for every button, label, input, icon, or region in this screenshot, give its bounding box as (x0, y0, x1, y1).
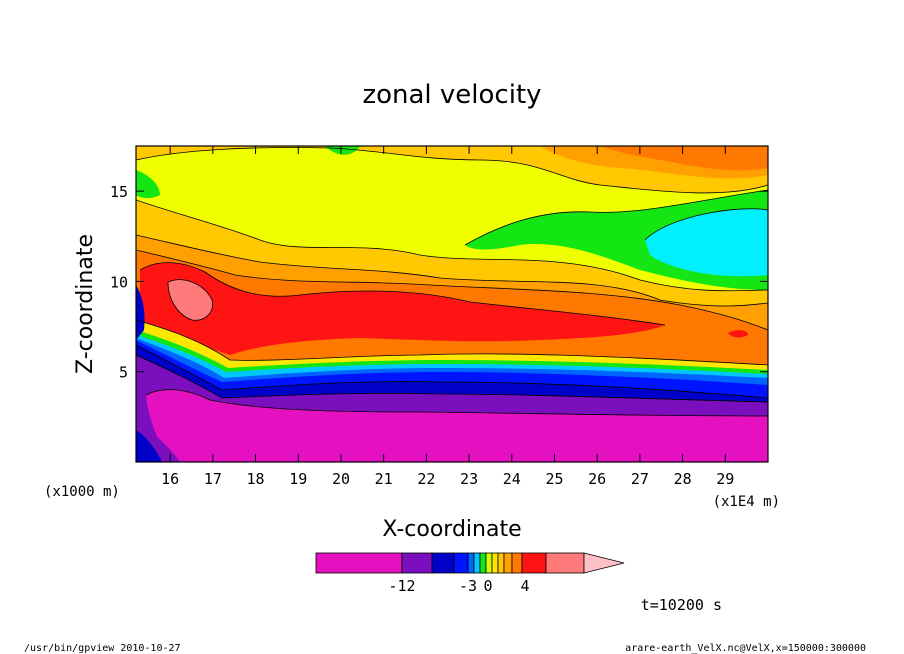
field-magenta-band (146, 389, 768, 462)
colorbar (315, 552, 625, 574)
x-tick-label: 28 (674, 470, 692, 488)
contour-field (136, 146, 768, 462)
x-tick-label: 25 (545, 470, 563, 488)
field-red-jet (140, 262, 665, 355)
x-tick-label: 17 (204, 470, 222, 488)
x-tick-label: 20 (332, 470, 350, 488)
plot-frame (135, 145, 769, 463)
y-tick-label: 15 (110, 183, 128, 201)
y-axis: 5 10 15 (110, 183, 768, 382)
y-tick-label: 5 (119, 364, 128, 382)
time-label: t=10200 s (641, 596, 722, 614)
x-tick-label: 27 (631, 470, 649, 488)
colorbar-segment (497, 552, 505, 574)
field-cyan-right (645, 208, 768, 277)
field-pink-core (168, 279, 213, 321)
x-axis: 16 17 18 19 20 21 22 23 24 25 26 27 28 29 (161, 146, 734, 488)
field-navy-left-edge (136, 285, 145, 340)
chart-title: zonal velocity (362, 80, 541, 110)
footer-right: arare-earth_VelX.nc@VelX,x=150000:300000 (625, 643, 866, 654)
colorbar-label: -12 (388, 577, 415, 595)
x-axis-unit: (x1E4 m) (713, 494, 780, 510)
colorbar-label: 4 (520, 577, 529, 595)
x-tick-label: 24 (503, 470, 521, 488)
colorbar-segment (479, 552, 487, 574)
field-darkorange-top (600, 146, 768, 171)
colorbar-segment (401, 552, 433, 574)
colorbar-label: 0 (483, 577, 492, 595)
colorbar-labels: -12 -3 0 4 (388, 577, 529, 595)
colorbar-segment (467, 552, 475, 574)
y-axis-label: Z-coordinate (73, 234, 98, 374)
x-tick-label: 19 (289, 470, 307, 488)
plot-area: 16 17 18 19 20 21 22 23 24 25 26 27 28 29 5 10 15 (110, 145, 769, 488)
colorbar-segment (431, 552, 455, 574)
x-tick-label: 18 (247, 470, 265, 488)
colorbar-label: -3 (459, 577, 477, 595)
colorbar-segment (315, 552, 403, 574)
y-axis-unit: (x1000 m) (44, 484, 120, 500)
colorbar-segment (545, 552, 585, 574)
x-tick-label: 26 (588, 470, 606, 488)
colorbar-segment (453, 552, 469, 574)
field-navy-bottom-left (136, 430, 162, 462)
x-tick-label: 22 (417, 470, 435, 488)
contour-lines (136, 147, 768, 417)
colorbar-segment (511, 552, 523, 574)
colorbar-segment (473, 552, 481, 574)
y-tick-label: 10 (110, 273, 128, 291)
field-red-small (728, 330, 748, 338)
footer-left: /usr/bin/gpview 2010-10-27 (24, 643, 181, 654)
x-tick-label: 29 (716, 470, 734, 488)
colorbar-segment (521, 552, 547, 574)
x-tick-label: 21 (375, 470, 393, 488)
colorbar-segment (485, 552, 493, 574)
x-tick-label: 23 (460, 470, 478, 488)
colorbar-extend-arrow (583, 552, 625, 574)
colorbar-segment (503, 552, 513, 574)
colorbar-segment (491, 552, 499, 574)
x-axis-label: X-coordinate (382, 517, 521, 542)
x-tick-label: 16 (161, 470, 179, 488)
